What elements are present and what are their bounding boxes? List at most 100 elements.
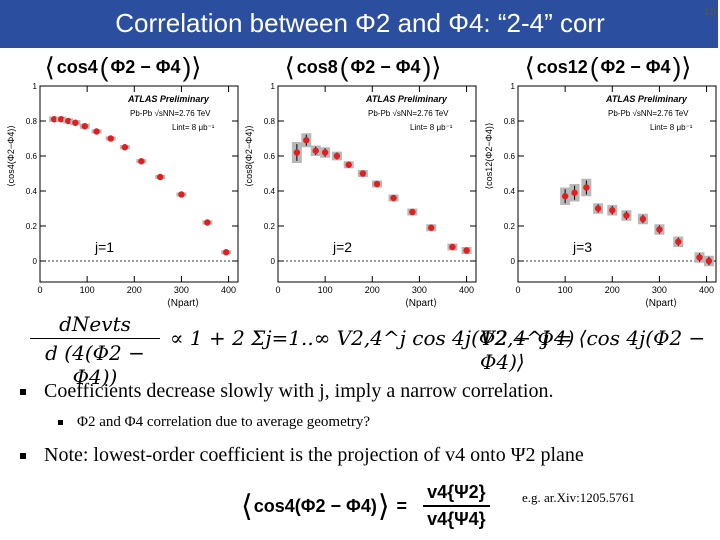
data-point [321,149,329,156]
data-point [65,117,72,125]
legend-experiment: ATLAS Preliminary [127,94,210,104]
y-tick-label: 0.6 [264,152,276,161]
x-tick-label: 400 [221,285,236,295]
data-point [696,254,703,261]
legend-experiment: ATLAS Preliminary [605,94,688,104]
plot-frame [517,85,717,283]
reference-citation: e.g. ar.Xiv:1205.5761 [522,490,636,505]
y-tick-label: 0.8 [504,117,516,126]
data-point [223,249,230,256]
bottom-eq-denominator: v4{Ψ4} [427,509,486,529]
y-tick-label: 0.2 [26,222,38,231]
x-axis-label: ⟨Npart⟩ [645,298,677,309]
data-point [428,224,435,231]
x-tick-label: 0 [515,285,520,295]
data-point [138,158,145,165]
data-point [333,152,341,160]
data-point [463,247,470,254]
y-tick-label: 0.6 [504,152,516,161]
data-point [449,243,456,251]
data-point [390,194,397,202]
x-tick-label: 200 [127,285,142,295]
x-tick-label: 0 [37,285,42,295]
bullet-coefficients: Coefficients decrease slowly with j, imp… [20,380,553,403]
y-tick-label: 0.6 [26,152,38,161]
bullet-square-icon [20,453,26,460]
y-tick-label: 0.2 [504,222,516,231]
data-point [50,116,58,123]
y-axis-label: ⟨cos12(Φ2−Φ4)⟩ [484,123,494,190]
y-tick-label: 0 [33,257,38,266]
legend-system: Pb-Pb √sNN=2.76 TeV [130,109,211,118]
y-tick-label: 0 [511,257,516,266]
chart-panel-3: 0 100 200 300 400 0 0.2 0.4 0.6 0.8 1 ⟨Npart⟩ ⟨cos12… [484,82,717,309]
y-tick-label: 0.8 [26,117,38,126]
x-tick-label: 300 [652,285,667,295]
data-point [373,180,381,188]
formula-denominator: d (4(Φ2 − Φ4)) [45,341,145,389]
bottom-equation: ⟨ cos4(Φ2 − Φ4) ⟩ = v4{Ψ2} v4{Ψ4} [240,478,490,534]
data-point [312,147,319,154]
data-point [656,226,663,233]
data-point [639,215,647,223]
x-tick-label: 200 [365,285,380,295]
x-axis-label: ⟨Npart⟩ [167,298,199,309]
formula-rhs: ∝ 1 + 2 Σj=1..∞ V2,4^j cos 4j(Φ2 − Φ4) [170,326,575,350]
legend-system: Pb-Pb √sNN=2.76 TeV [368,109,449,118]
x-tick-label: 100 [558,285,573,295]
x-axis-label: ⟨Npart⟩ [405,298,437,309]
bullet-square-icon [20,389,26,396]
sub-bullet-geometry: Φ2 and Φ4 correlation due to average geo… [58,414,370,431]
panel-label-cos12: ⟨ cos12(Φ2 − Φ4)⟩ [524,52,692,82]
y-axis-label: ⟨cos4(Φ2−Φ4)⟩ [6,125,16,187]
data-point [81,123,88,130]
data-point [705,257,713,265]
legend-system: Pb-Pb √sNN=2.76 TeV [608,109,689,118]
panel-label-cos4: ⟨ cos4(Φ2 − Φ4)⟩ [44,52,202,82]
chart-panels: 0 100 200 300 40000.20.40.60.81⟨Npart⟩⟨cos4(… [6,82,717,309]
legend-luminosity: Lint= 8 μb⁻¹ [410,123,453,132]
sub-bullet-square-icon [58,420,63,426]
data-point [293,149,301,156]
j-annotation: j=2 [332,239,352,255]
data-point [204,219,211,226]
data-point [583,184,590,191]
data-point [72,119,79,126]
legend-luminosity: Lint= 8 μb⁻¹ [172,123,215,132]
y-tick-label: 0.2 [264,222,276,231]
y-tick-label: 0.4 [504,187,516,196]
chart-panel-1: 0 100 200 300 400 0 0.2 0.4 0.6 0.8 1 ⟨Npart⟩ ⟨cos4(… [6,82,239,309]
expansion-formula: dNevts d (4(Φ2 − Φ4)) ∝ 1 + 2 Σj=1..∞ V2… [30,312,710,389]
bottom-eq-fraction: v4{Ψ2} v4{Ψ4} [423,482,490,530]
y-tick-label: 1 [271,82,276,91]
y-tick-label: 0.4 [264,187,276,196]
data-point [107,135,114,142]
x-tick-label: 300 [174,285,189,295]
y-tick-label: 1 [33,82,38,91]
bottom-eq-numerator: v4{Ψ2} [423,482,490,507]
x-tick-label: 400 [699,285,714,295]
data-point [359,170,367,177]
chart-panel-2: 0 100 200 300 400 0 0.2 0.4 0.6 0.8 1 ⟨Npart⟩ ⟨cos8(… [244,82,477,309]
formula-numerator: dNevts [30,312,160,339]
data-point [157,173,164,181]
data-point [675,238,682,245]
data-point [623,212,630,219]
formula-fraction: dNevts d (4(Φ2 − Φ4)) [30,312,160,389]
y-tick-label: 0.8 [264,117,276,126]
data-point [609,207,616,214]
bottom-eq-lhs: cos4(Φ2 − Φ4) [253,495,377,516]
x-tick-label: 0 [275,285,280,295]
j-annotation: j=1 [94,239,114,255]
y-axis-label: ⟨cos8(Φ2−Φ4)⟩ [244,125,254,187]
data-point [178,191,185,198]
legend-luminosity: Lint= 8 μb⁻¹ [650,123,693,132]
formula-definition: V2,4^j = ⟨cos 4j(Φ2 − Φ4)⟩ [480,326,706,374]
data-point [571,189,578,196]
data-point [409,208,416,216]
x-tick-label: 300 [412,285,427,295]
y-tick-label: 0.4 [26,187,38,196]
y-tick-label: 1 [511,82,516,91]
x-tick-label: 100 [318,285,333,295]
data-point [561,193,569,200]
